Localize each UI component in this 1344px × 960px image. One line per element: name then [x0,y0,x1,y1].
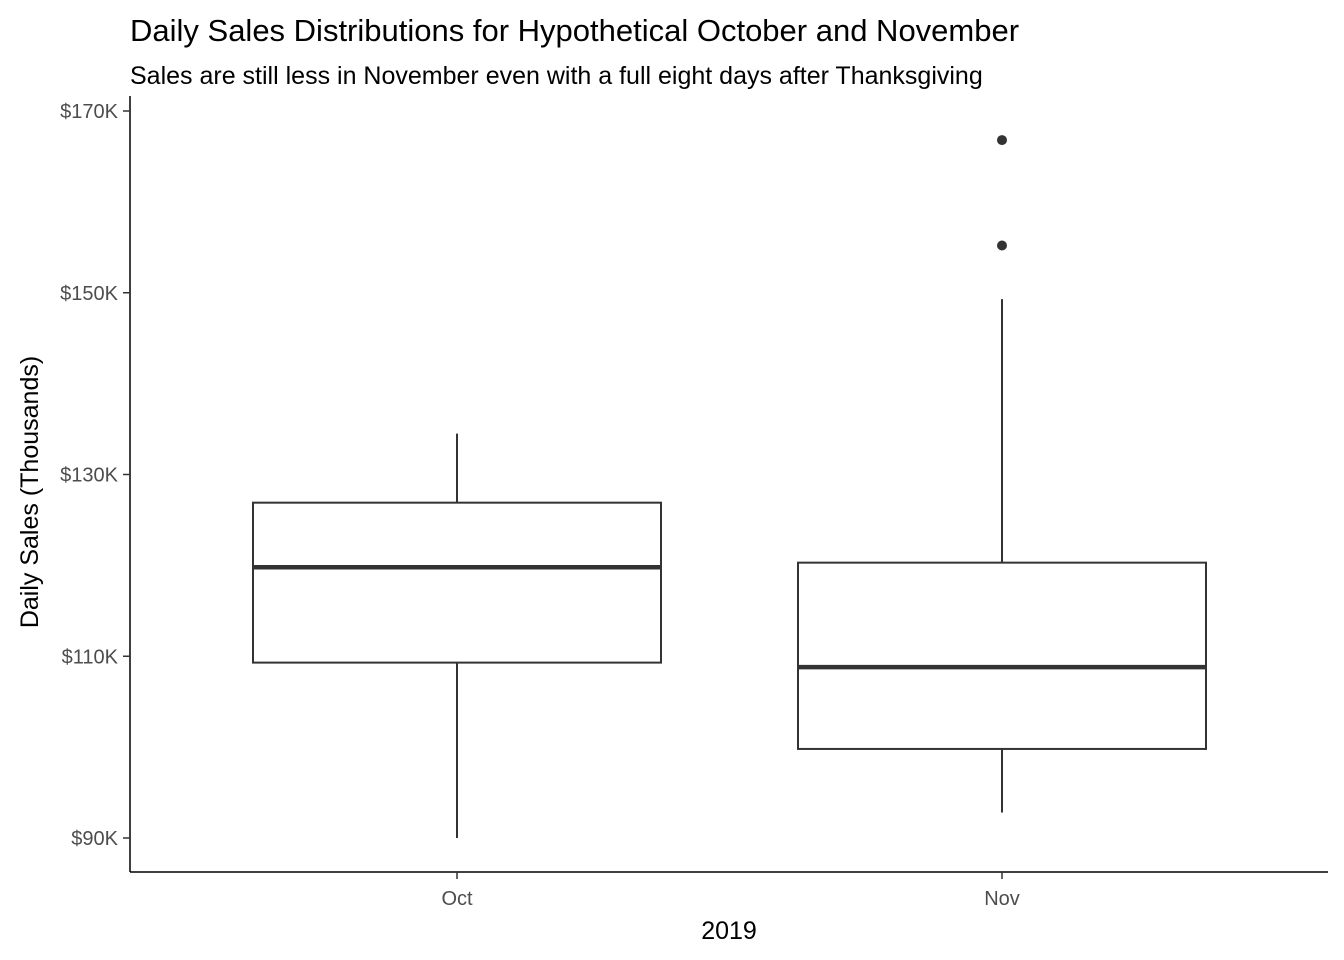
boxes [252,135,1207,838]
y-axis-title: Daily Sales (Thousands) [16,356,44,628]
outlier-point [997,135,1007,146]
y-tick-label: $90K [71,828,118,850]
y-tick-label: $150K [60,283,118,305]
x-tick-label: Nov [984,888,1020,910]
chart-subtitle: Sales are still less in November even wi… [130,62,983,90]
y-tick-label: $110K [62,646,119,668]
x-axis-ticks: Oct Nov [441,872,1020,910]
box-nov [797,135,1207,813]
box-oct [252,433,662,838]
box-iqr [797,561,1207,750]
chart-title: Daily Sales Distributions for Hypothetic… [130,13,1019,48]
x-axis-title: 2019 [701,917,757,945]
y-axis-ticks: $90K $110K $130K $150K $170K [60,101,130,850]
y-tick-label: $130K [60,465,118,487]
x-tick-label: Oct [441,888,473,910]
y-tick-label: $170K [60,101,118,123]
axes [129,96,1328,873]
outlier-point [997,240,1007,251]
box-iqr [252,501,662,664]
